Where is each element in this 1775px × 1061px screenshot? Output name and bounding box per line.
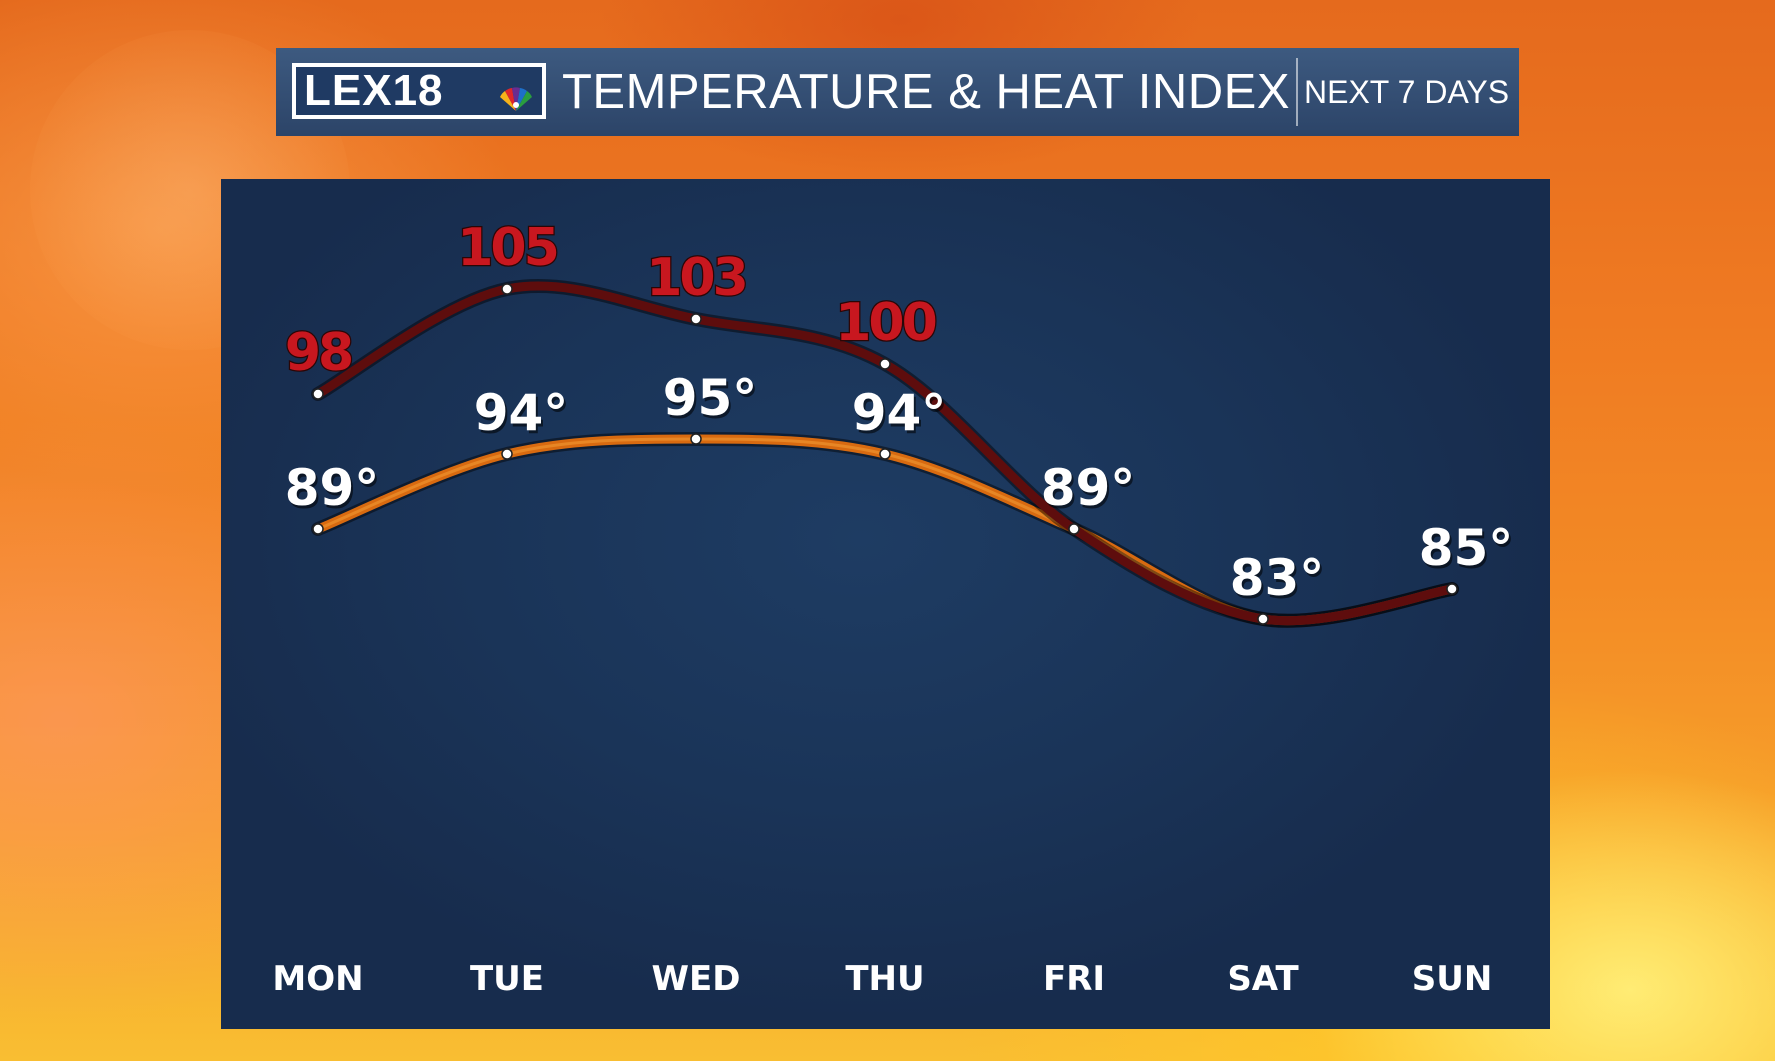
temperature-label-sat: 83°	[1230, 549, 1325, 607]
temperature-label-shadow-fri: 89°	[1043, 462, 1138, 520]
temperature-label-fri: 89°	[1041, 459, 1136, 517]
x-tick-label-thu: THU	[845, 959, 924, 999]
heat-index-point-sat	[1257, 613, 1269, 625]
title-banner: LEX18 TEMPERATURE & HEAT INDEX NEXT 7 DA…	[276, 48, 1519, 136]
temperature-point-wed	[690, 433, 702, 445]
temperature-label-shadow-sun: 85°	[1421, 522, 1516, 580]
x-tick-label-mon: MON	[272, 959, 363, 999]
temperature-label-shadow-wed: 95°	[665, 372, 760, 430]
peacock-icon	[500, 87, 532, 111]
temperature-label-shadow-tue: 94°	[476, 387, 571, 445]
header-divider	[1296, 58, 1298, 126]
temperature-label-sun: 85°	[1419, 519, 1514, 577]
chart-panel: MON TUE WED THU FRI SAT SUN 89° 89° 94° 94° 95° 95° 9…	[221, 179, 1550, 1029]
temperature-point-thu	[879, 448, 891, 460]
heat-index-label-tue: 105	[457, 218, 557, 278]
temperature-label-tue: 94°	[474, 384, 569, 442]
heat-index-label-thu: 100	[835, 293, 935, 353]
temperature-label-shadow-mon: 89°	[287, 462, 382, 520]
temperature-point-mon	[312, 523, 324, 535]
temperature-label-mon: 89°	[285, 459, 380, 517]
temperature-label-thu: 94°	[852, 384, 947, 442]
x-tick-label-tue: TUE	[470, 959, 544, 999]
heat-index-point-fri	[1068, 523, 1080, 535]
chart-subtitle: NEXT 7 DAYS	[1304, 74, 1510, 110]
temperature-label-shadow-thu: 94°	[854, 387, 949, 445]
heat-index-label-mon: 98	[285, 323, 351, 383]
station-logo: LEX18	[292, 63, 546, 119]
x-tick-label-wed: WED	[652, 959, 741, 999]
heat-index-point-sun	[1446, 583, 1458, 595]
chart-title: TEMPERATURE & HEAT INDEX	[562, 65, 1291, 119]
heat-index-point-wed	[690, 313, 702, 325]
heat-index-point-tue	[501, 283, 513, 295]
x-tick-label-sat: SAT	[1227, 959, 1299, 999]
temperature-label-shadow-sat: 83°	[1232, 552, 1327, 610]
heat-index-point-mon	[312, 388, 324, 400]
temperature-label-wed: 95°	[663, 369, 758, 427]
x-tick-label-fri: FRI	[1043, 959, 1105, 999]
heat-index-point-thu	[879, 358, 891, 370]
x-tick-label-sun: SUN	[1412, 959, 1493, 999]
logo-box: LEX18	[296, 67, 542, 115]
logo-text: LEX18	[304, 66, 444, 115]
temperature-point-tue	[501, 448, 513, 460]
heat-index-label-wed: 103	[646, 248, 746, 308]
